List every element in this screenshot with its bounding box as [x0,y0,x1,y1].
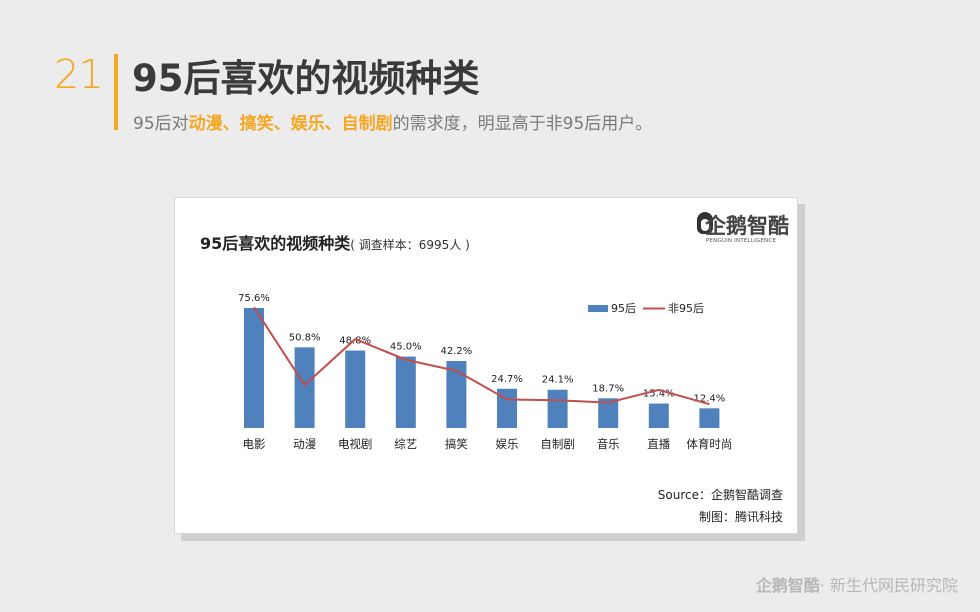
bar-value-label: 12.4% [694,393,726,404]
category-label: 直播 [647,437,670,451]
subtitle-prefix: 95后对 [133,114,189,134]
bar-3 [345,350,366,428]
source-note: Source：企鹅智酷调查 [657,488,783,502]
bar-value-label: 75.6% [238,293,270,304]
series-line-non95 [253,306,710,406]
bar-8 [598,398,619,428]
category-label: 音乐 [597,437,620,451]
bar-value-label: 42.2% [441,346,473,357]
chart-card: 95后喜欢的视频种类( 调查样本：6995人 ) 企鹅智酷 PENGUIN IN… [174,197,798,534]
penguin-intelligence-logo: 企鹅智酷 PENGUIN INTELLIGENCE [693,208,789,250]
logo-text: 企鹅智酷 [705,213,789,238]
legend-swatch-95 [588,305,608,312]
bar-7 [547,389,568,428]
category-label: 娱乐 [496,437,519,451]
slide-number: 21 [54,52,104,98]
category-label: 体育时尚 [686,437,732,451]
bar-10 [699,408,720,428]
footer: 企鹅智酷· 新生代网民研究院 [756,572,958,596]
bar-value-label: 24.1% [542,375,574,386]
category-label: 动漫 [293,437,316,451]
category-label: 电视剧 [338,437,373,451]
title-accent-bar [114,54,118,130]
bar-value-label: 24.7% [491,374,523,385]
footer-text: · 新生代网民研究院 [819,576,958,595]
bar-value-label: 18.7% [592,383,624,394]
penguin-icon [697,212,713,234]
subtitle-suffix: 的需求度，明显高于非95后用户。 [392,114,653,134]
bar-9 [648,403,669,428]
category-label: 自制剧 [540,437,575,451]
logo-subtext: PENGUIN INTELLIGENCE [705,238,777,244]
bar-5 [446,361,467,428]
bar-1 [244,307,264,428]
chart-title-text: 95后喜欢的视频种类 [200,234,351,253]
credit-note: 制图：腾讯科技 [698,510,783,524]
legend-label-non95: 非95后 [668,302,704,315]
category-label: 电影 [243,437,266,451]
chart-sample-note: ( 调查样本：6995人 ) [350,238,470,252]
bar-value-label: 15.4% [643,389,675,400]
bar-value-label: 50.8% [289,332,321,343]
bar-value-label: 45.0% [390,342,422,353]
legend-label-95: 95后 [611,302,636,315]
chart-title: 95后喜欢的视频种类( 调查样本：6995人 ) [200,230,470,254]
slide-subtitle: 95后对动漫、搞笑、娱乐、自制剧的需求度，明显高于非95后用户。 [133,109,652,134]
category-label: 搞笑 [445,437,468,451]
bar-line-chart: 75.6% 电影 50.8% 动漫 48.8% 电视剧 45.0% 综艺 42.2% 搞笑 24.7… [238,293,732,451]
slide-title: 95后喜欢的视频种类 [132,57,480,100]
bar-2 [294,347,315,428]
bar-4 [395,356,416,428]
category-label: 综艺 [394,437,417,451]
subtitle-highlight: 动漫、搞笑、娱乐、自制剧 [188,114,393,134]
bar-value-label: 48.8% [339,336,371,347]
footer-brand: 企鹅智酷 [755,576,820,595]
